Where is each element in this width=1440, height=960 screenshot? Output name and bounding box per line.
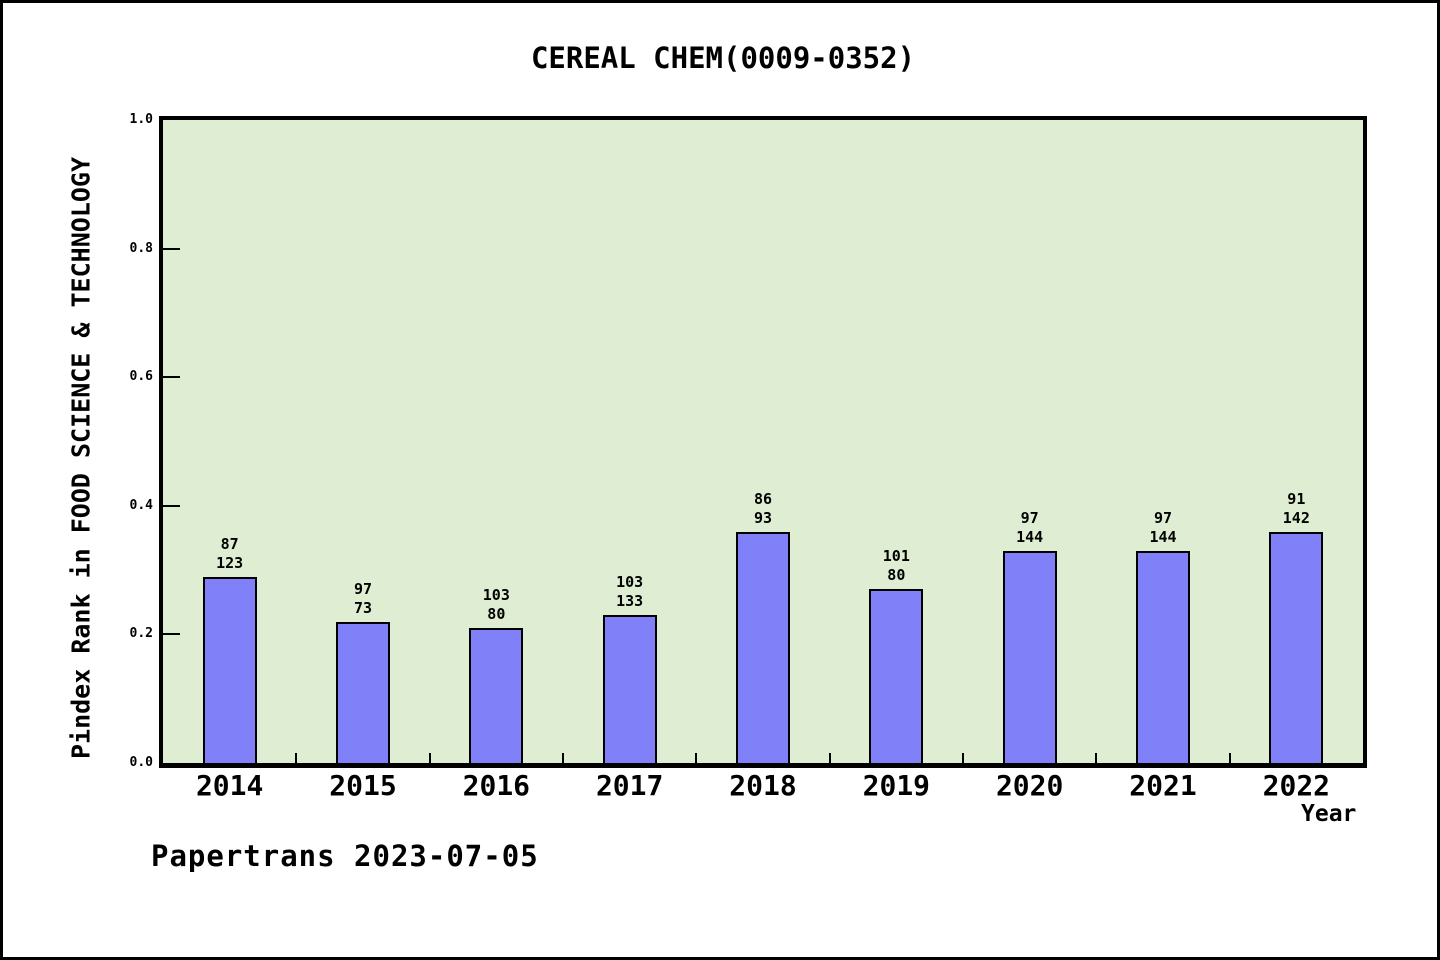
bar-value-label: 86 93 <box>753 490 773 527</box>
bar-value-label: 103 80 <box>482 586 510 623</box>
y-tick-label: 0.6 <box>129 369 153 385</box>
y-tick-mark <box>163 376 180 379</box>
bar-value-label: 103 133 <box>616 573 644 610</box>
x-tick-mark <box>962 753 964 763</box>
x-tick-label: 2020 <box>995 769 1064 802</box>
y-tick-mark <box>163 633 180 636</box>
x-tick-label: 2017 <box>595 769 664 802</box>
bar-2020 <box>1002 551 1057 763</box>
x-tick-mark <box>1228 753 1231 763</box>
bar-value-label: 91 142 <box>1282 490 1310 527</box>
x-tick-label: 2021 <box>1129 769 1197 802</box>
y-tick-label: 0.8 <box>129 240 153 256</box>
x-tick-label: 2014 <box>195 769 264 802</box>
x-tick-label: 2015 <box>329 769 397 802</box>
x-tick-mark <box>562 753 564 763</box>
x-tick-label: 2016 <box>462 769 531 802</box>
bar-2018 <box>736 532 790 763</box>
bar-value-label: 97 73 <box>353 580 373 617</box>
plot-area: 87 123 97 73 103 80 103 133 86 93 101 80 97 14… <box>159 116 1367 768</box>
bar-2021 <box>1136 551 1190 763</box>
plot-inner: 87 123 97 73 103 80 103 133 86 93 101 80 97 14… <box>163 120 1363 763</box>
x-tick-label: 2022 <box>1262 769 1331 802</box>
bar-value-label: 97 144 <box>1149 509 1177 546</box>
chart-title: CEREAL CHEM(0009-0352) <box>530 41 916 75</box>
x-tick-mark <box>1095 753 1098 763</box>
bar-value-label: 87 123 <box>216 535 244 572</box>
y-tick-label: 0.2 <box>129 626 153 642</box>
bar-2015 <box>336 622 390 763</box>
bar-2022 <box>1269 532 1324 763</box>
y-axis-label: Pindex Rank in FOOD SCIENCE & TECHNOLOGY <box>66 156 96 760</box>
x-tick-mark <box>295 753 298 763</box>
y-tick-mark <box>163 504 180 507</box>
x-axis-label: Year <box>1301 801 1357 827</box>
bar-2016 <box>469 628 524 763</box>
bar-2019 <box>869 589 924 763</box>
footer-watermark: Papertrans 2023-07-05 <box>151 839 539 873</box>
y-tick-label: 1.0 <box>129 112 153 127</box>
x-tick-label: 2019 <box>862 769 931 802</box>
bar-value-label: 97 144 <box>1016 509 1044 546</box>
y-tick-mark <box>163 247 180 250</box>
x-tick-mark <box>428 753 431 763</box>
x-tick-mark <box>828 753 831 763</box>
y-tick-label: 0.0 <box>129 755 153 770</box>
bar-2014 <box>202 577 257 763</box>
x-tick-label: 2018 <box>729 769 797 802</box>
bar-2017 <box>602 615 657 763</box>
bar-value-label: 101 80 <box>882 547 910 584</box>
y-tick-label: 0.4 <box>129 497 153 513</box>
x-tick-mark <box>695 753 698 763</box>
